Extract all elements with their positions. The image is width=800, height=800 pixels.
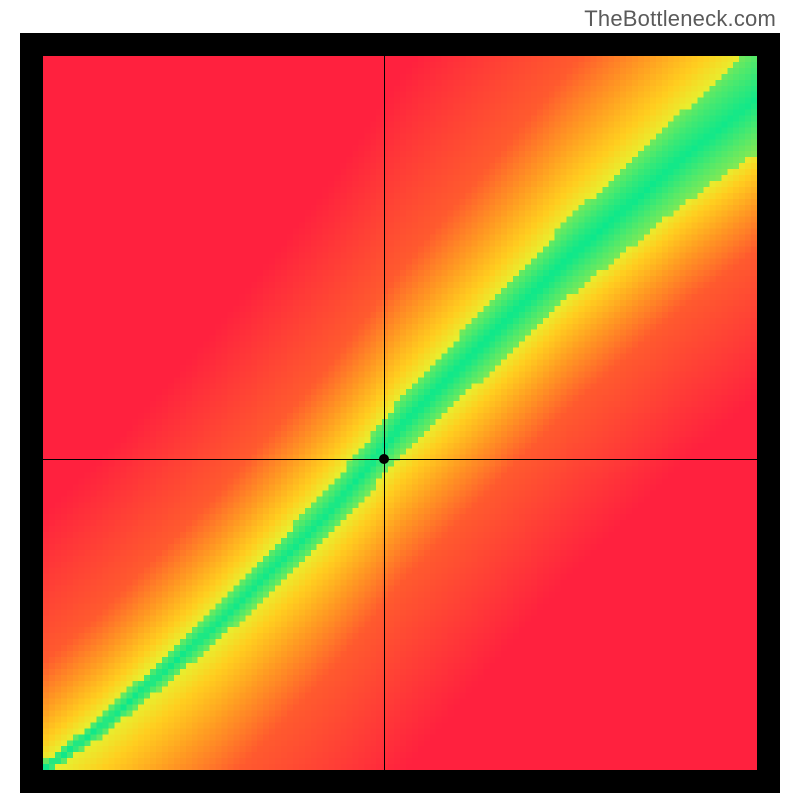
chart-container: TheBottleneck.com — [0, 0, 800, 800]
bottleneck-heatmap — [43, 56, 757, 770]
crosshair-horizontal — [43, 459, 757, 460]
attribution-text: TheBottleneck.com — [584, 6, 776, 32]
crosshair-vertical — [384, 56, 385, 770]
crosshair-marker — [379, 454, 389, 464]
